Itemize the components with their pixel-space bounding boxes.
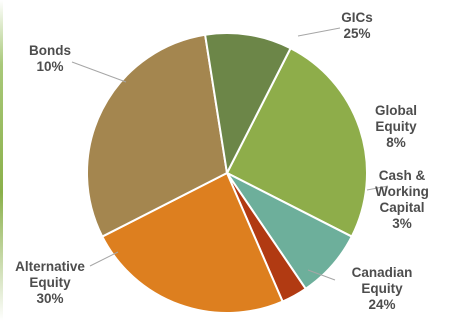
slice-value-label: 3% (392, 216, 412, 231)
slice-name-label: Capital (379, 200, 424, 215)
left-accent-bar (0, 0, 3, 321)
slice-name-label: Global (375, 103, 417, 118)
leader-lines (71, 27, 389, 281)
slice-value-label: 30% (36, 291, 63, 306)
pie-slices (86, 32, 368, 315)
slice-name-label: Cash & (379, 168, 426, 183)
pie-slice-canadian-equity (101, 172, 284, 315)
slice-value-label: 25% (343, 26, 370, 41)
leader-line-alternative-equity (89, 251, 119, 267)
slice-value-label: 24% (368, 297, 395, 312)
slice-name-label: Equity (29, 275, 71, 290)
slice-label-gics: GICs 25% (341, 10, 373, 41)
slice-name-label: Equity (361, 281, 403, 296)
leader-line-canadian-equity (307, 269, 336, 281)
slice-label-global-equity: Global Equity 8% (375, 103, 417, 150)
leader-line-gics (297, 27, 341, 37)
pie-slice-bonds (204, 32, 292, 174)
slice-label-bonds: Bonds 10% (29, 43, 71, 74)
slice-labels: GICs 25%Global Equity 8%Cash & Working Capita… (15, 10, 429, 312)
pie-slice-gics (226, 47, 368, 238)
slice-label-canadian-equity: Canadian Equity 24% (352, 265, 413, 312)
slice-name-label: Alternative (15, 259, 85, 274)
slice-value-label: 8% (386, 135, 406, 150)
slice-name-label: GICs (341, 10, 373, 25)
leader-line-cash-and-working-capital (366, 185, 389, 191)
slice-label-alternative-equity: Alternative Equity 30% (15, 259, 85, 306)
slice-label-cash-and-working-capital: Cash & Working Capital 3% (375, 168, 429, 231)
slice-name-label: Equity (375, 119, 417, 134)
slice-name-label: Bonds (29, 43, 71, 58)
slice-value-label: 10% (36, 59, 63, 74)
slice-name-label: Working (375, 184, 429, 199)
leader-line-bonds (71, 61, 127, 83)
pie-slice-alternative-equity (86, 33, 228, 238)
slice-name-label: Canadian (352, 265, 413, 280)
